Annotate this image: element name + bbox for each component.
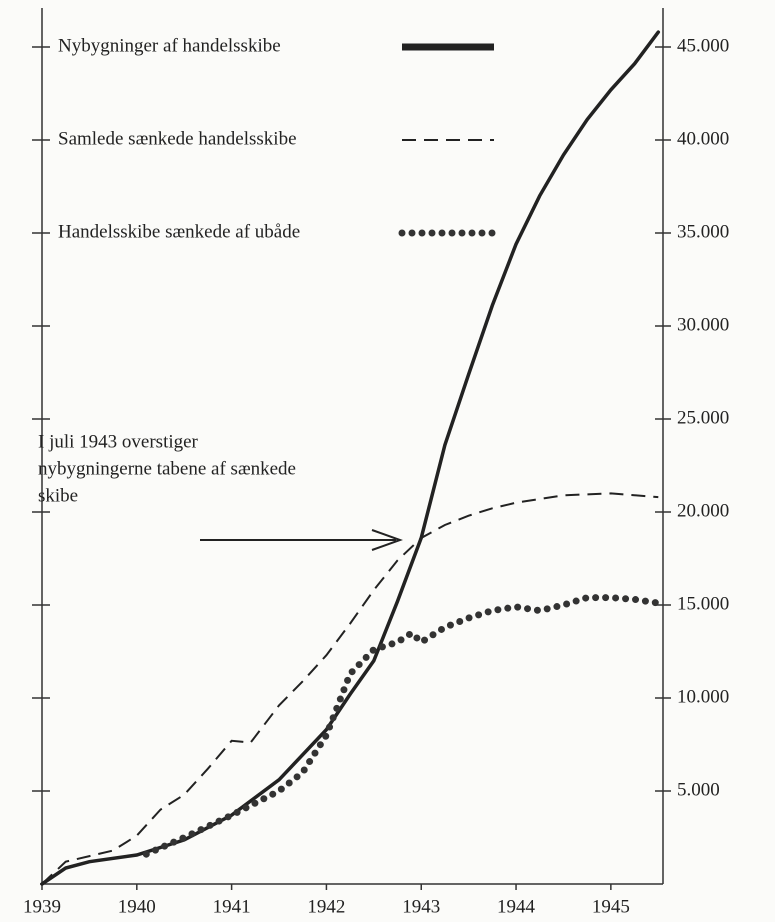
legend-label: Nybygninger af handelsskibe [58, 35, 281, 56]
legend-label: Samlede sænkede handelsskibe [58, 128, 297, 149]
x-tick-label: 1939 [23, 896, 61, 917]
y-tick-label: 5.000 [677, 779, 720, 800]
x-tick-label: 1940 [118, 896, 156, 917]
y-tick-label: 40.000 [677, 128, 729, 149]
annotation: I juli 1943 overstiger [38, 431, 199, 452]
x-tick-label: 1941 [213, 896, 251, 917]
y-tick-label: 45.000 [677, 35, 729, 56]
x-tick-label: 1945 [592, 896, 630, 917]
y-tick-label: 30.000 [677, 314, 729, 335]
y-tick-label: 25.000 [677, 407, 729, 428]
y-tick-label: 35.000 [677, 221, 729, 242]
y-tick-label: 15.000 [677, 593, 729, 614]
annotation-arrow-head [371, 529, 403, 551]
series-line [41, 492, 659, 885]
y-tick-label: 20.000 [677, 500, 729, 521]
series-line [40, 30, 661, 886]
y-tick-label: 10.000 [677, 686, 729, 707]
annotation: nybygningerne tabene af sænkede [38, 458, 296, 479]
x-tick-label: 1943 [402, 896, 440, 917]
x-tick-label: 1942 [307, 896, 345, 917]
series-line [142, 594, 662, 858]
legend-label: Handelsskibe sænkede af ubåde [58, 221, 300, 242]
x-tick-label: 1944 [497, 896, 536, 917]
annotation: skibe [38, 485, 78, 506]
